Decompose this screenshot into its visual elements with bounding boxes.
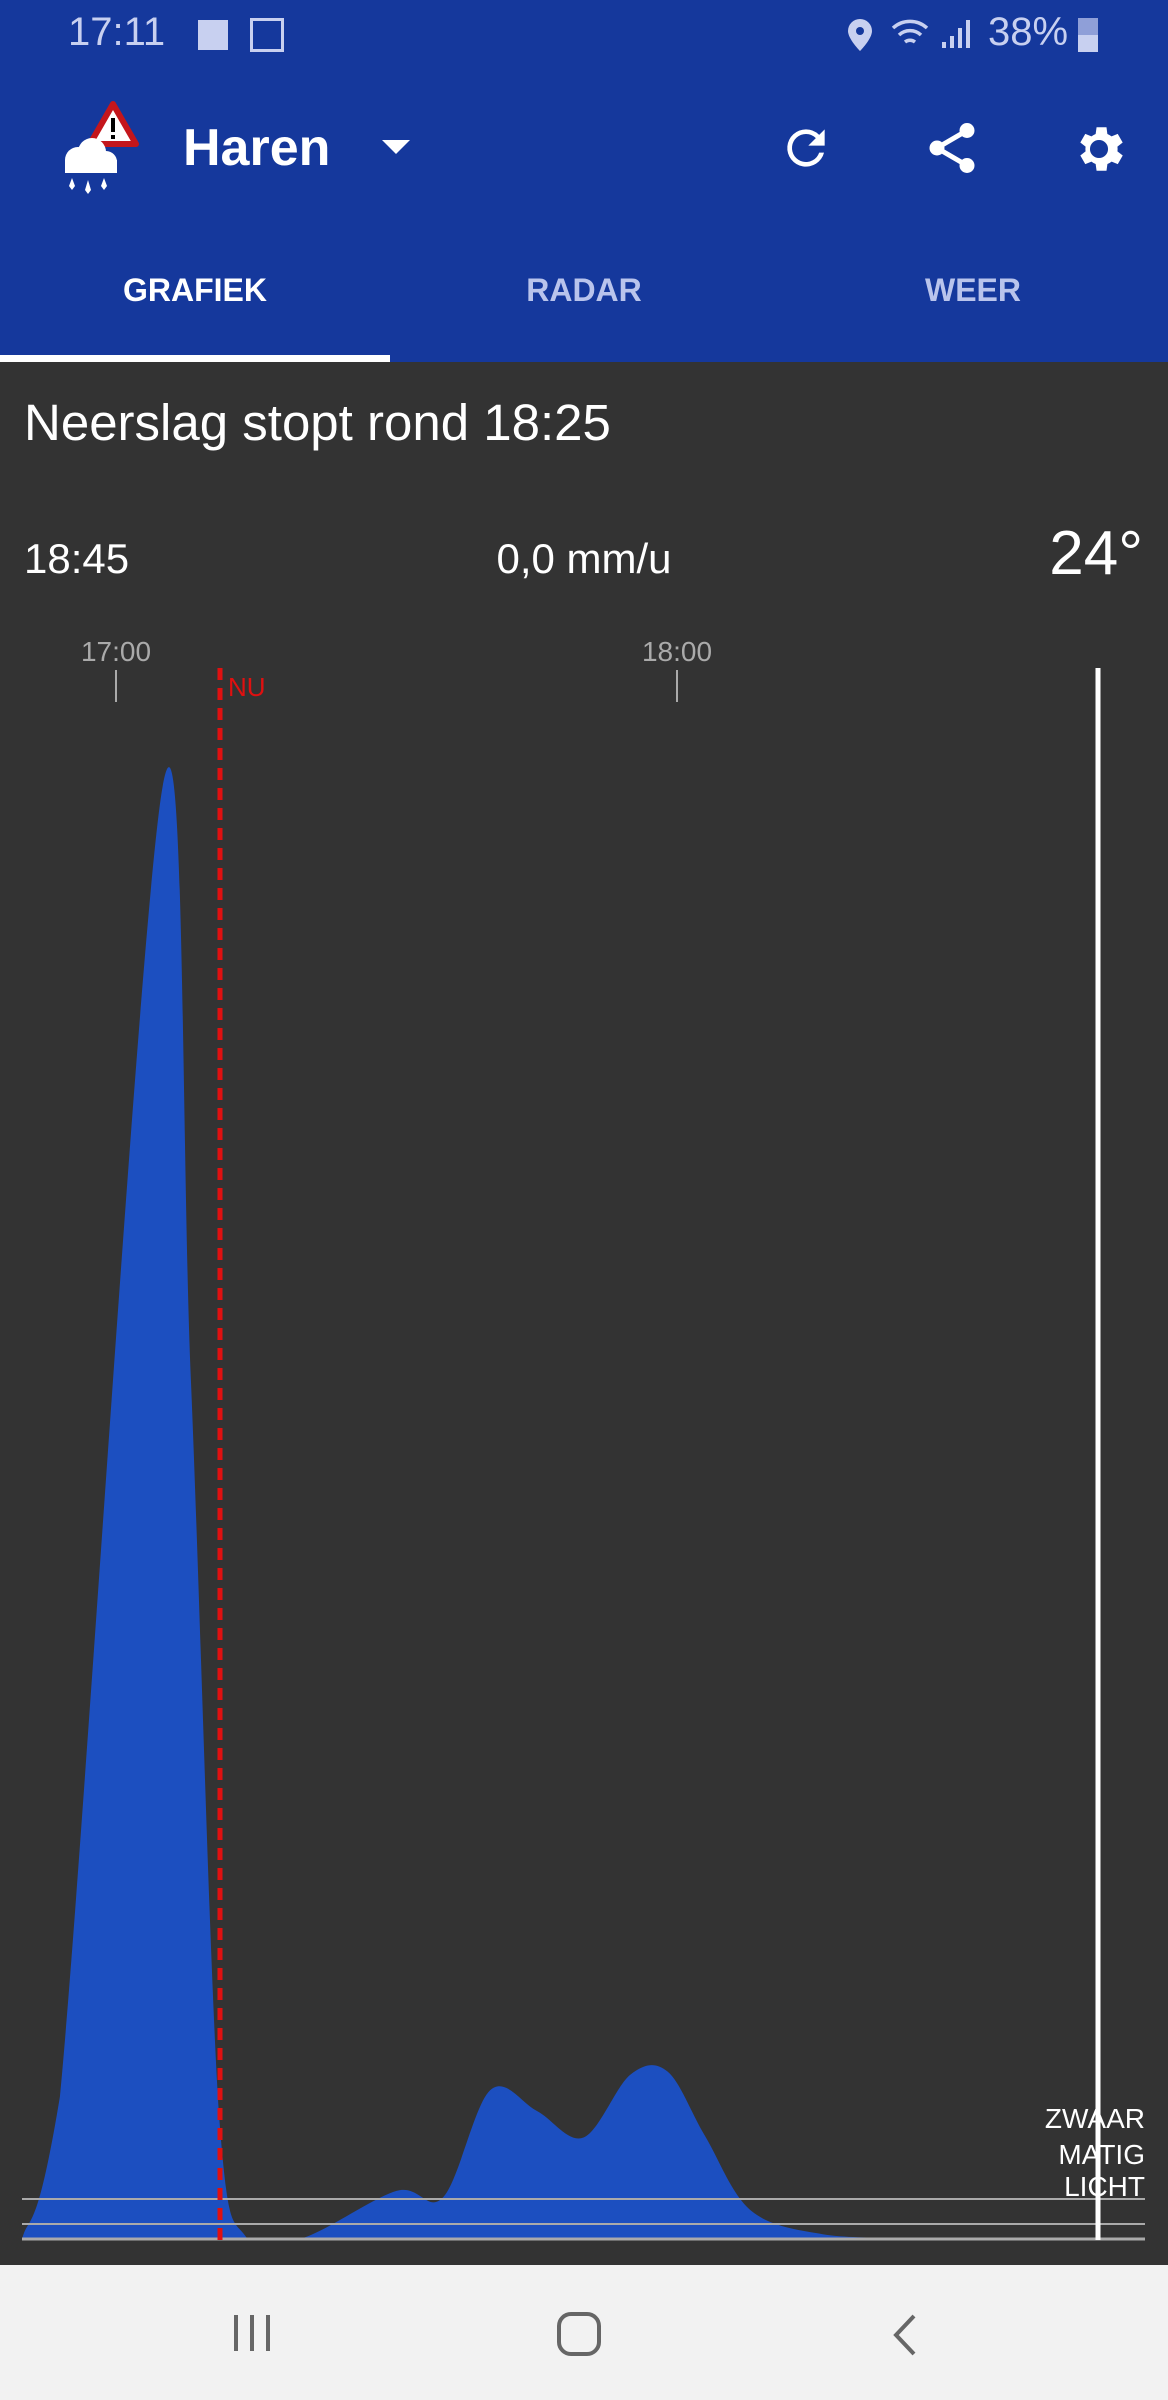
location-name[interactable]: Haren: [183, 119, 331, 177]
precipitation-chart[interactable]: 17:00 18:00 NU ZWAAR MATIG LICHT: [0, 620, 1168, 2260]
system-nav-bar: [0, 2265, 1168, 2400]
location-icon: [848, 19, 872, 51]
sonos-icon: [198, 20, 228, 50]
app-header: 17:11 38% Haren GRAFIEK RADAR WEER: [0, 0, 1168, 362]
rain-summary: Neerslag stopt rond 18:25: [24, 394, 611, 451]
recent-apps-icon[interactable]: [230, 2313, 274, 2353]
x-tick-label: 18:00: [642, 636, 712, 667]
signal-icon: [942, 20, 970, 48]
level-label-matig: MATIG: [1058, 2139, 1145, 2170]
level-label-licht: LICHT: [1064, 2171, 1145, 2202]
battery-percent: 38%: [988, 10, 1069, 54]
refresh-icon[interactable]: [778, 120, 834, 176]
home-icon[interactable]: [556, 2311, 602, 2357]
selected-time: 18:45: [24, 535, 130, 582]
share-icon[interactable]: [922, 118, 982, 178]
active-tab-indicator: [0, 355, 390, 362]
wifi-icon: [891, 19, 929, 44]
tab-radar[interactable]: RADAR: [526, 272, 642, 308]
tab-weer[interactable]: WEER: [925, 272, 1021, 308]
status-time: 17:11: [68, 10, 166, 54]
intensity-value: 0,0 mm/u: [496, 535, 672, 582]
level-label-zwaar: ZWAAR: [1045, 2103, 1145, 2134]
settings-icon[interactable]: [1068, 118, 1130, 180]
battery-icon: [1078, 18, 1098, 52]
x-tick-label: 17:00: [81, 636, 151, 667]
temperature: 24°: [1049, 519, 1143, 588]
rain-warning-icon: [65, 101, 139, 194]
rain-area: [22, 767, 893, 2239]
back-icon[interactable]: [890, 2313, 920, 2357]
now-label: NU: [228, 672, 266, 702]
map-icon: [250, 18, 284, 52]
tab-grafiek[interactable]: GRAFIEK: [123, 272, 267, 308]
dropdown-icon[interactable]: [380, 138, 412, 156]
